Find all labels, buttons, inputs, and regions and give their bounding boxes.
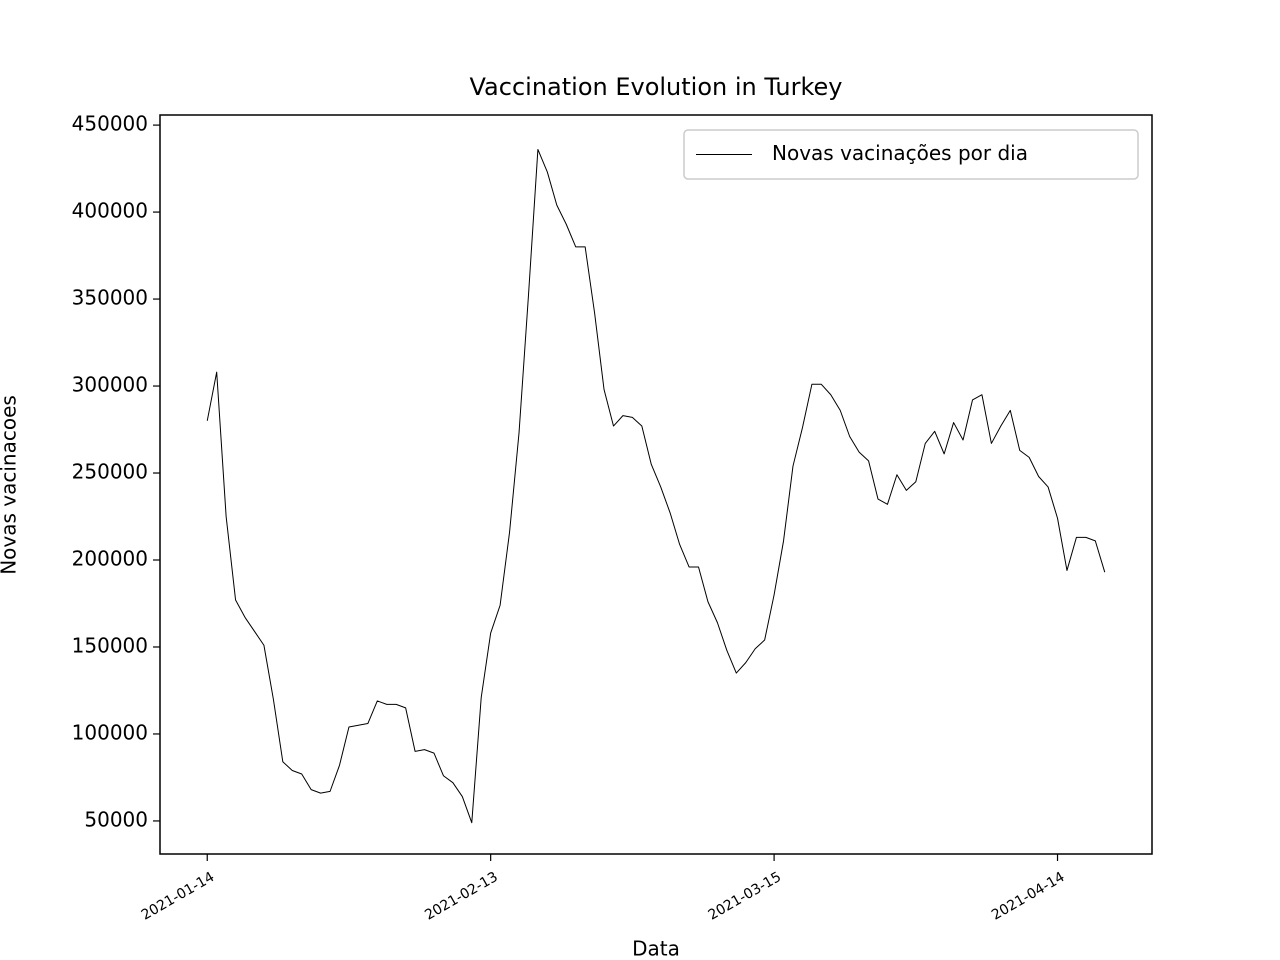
y-tick-label: 400000 <box>72 199 148 223</box>
y-tick-label: 300000 <box>72 373 148 397</box>
line <box>206 148 1106 824</box>
y-tick-label: 450000 <box>72 112 148 136</box>
y-tick-label: 200000 <box>72 547 148 571</box>
y-tick-label: 350000 <box>72 286 148 310</box>
legend-box <box>683 129 1139 180</box>
plot-frame <box>159 114 1153 855</box>
x-axis-label: Data <box>632 937 680 960</box>
chart-title: Vaccination Evolution in Turkey <box>470 73 843 101</box>
y-tick-label: 100000 <box>72 720 148 744</box>
y-axis-label: Novas vacinacoes <box>0 395 21 575</box>
y-tick-label: 150000 <box>72 633 148 657</box>
y-tick-label: 50000 <box>84 807 148 831</box>
legend-label: Novas vacinações por dia <box>772 141 1028 165</box>
y-tick-label: 250000 <box>72 460 148 484</box>
